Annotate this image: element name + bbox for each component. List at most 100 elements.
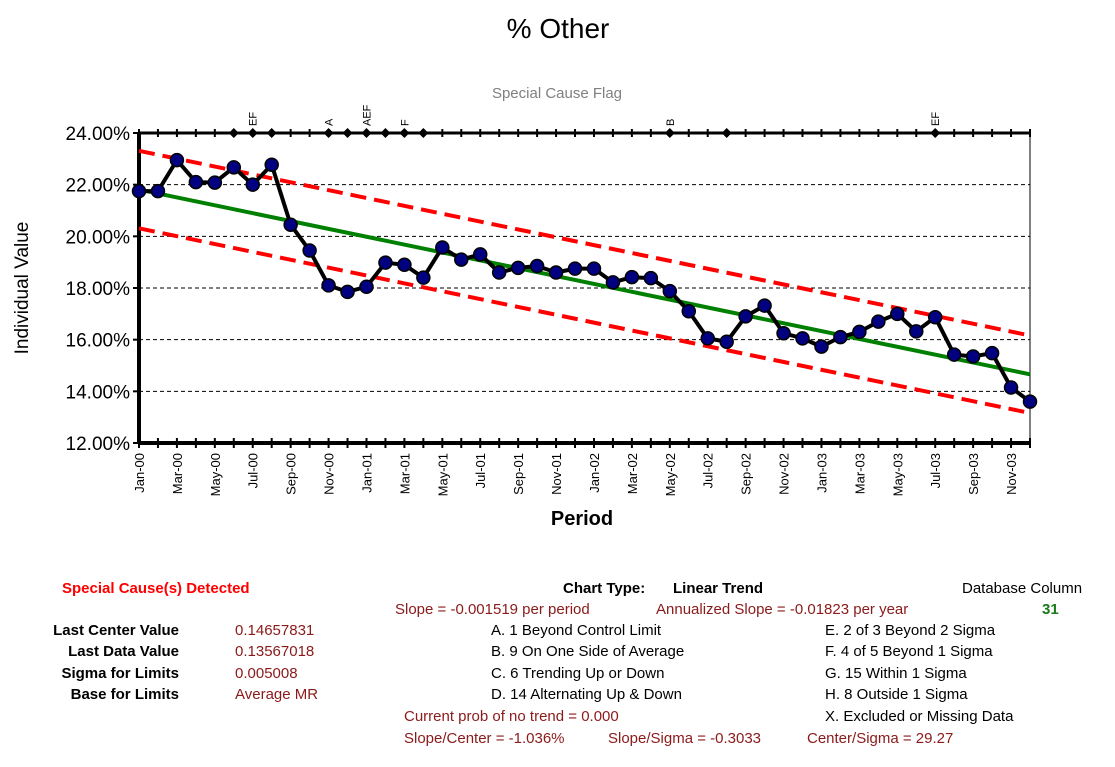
y-axis-label: Individual Value — [12, 222, 33, 355]
x-tick-label: Nov-00 — [322, 453, 337, 495]
flag-marker — [266, 128, 277, 138]
data-point — [548, 265, 564, 280]
data-point — [207, 175, 223, 190]
y-tick-label: 16.00% — [66, 331, 131, 352]
rule-item: B. 9 On One Side of Average — [491, 643, 685, 660]
rule-item: X. Excluded or Missing Data — [825, 708, 1014, 725]
flag-title: Special Cause Flag — [492, 85, 622, 102]
x-tick-label: Jan-03 — [814, 453, 829, 493]
plot-area: 12.00% 14.00% 16.00% 18.00% 20.00% 22.00% 24.0… — [66, 104, 1038, 496]
x-tick-label: Nov-01 — [549, 453, 564, 495]
data-point — [340, 284, 355, 300]
y-tick-label: 24.00% — [66, 124, 131, 145]
rule-item: G. 15 Within 1 Sigma — [825, 665, 967, 682]
x-tick-label: Jan-01 — [359, 453, 374, 493]
data-point — [510, 260, 526, 276]
flag-label: EF — [248, 112, 260, 126]
x-tick-label: Jan-00 — [132, 453, 147, 493]
data-point — [605, 275, 621, 290]
prob-no-trend: Current prob of no trend = 0.000 — [404, 708, 619, 725]
rule-item: H. 8 Outside 1 Sigma — [825, 686, 968, 703]
data-point — [169, 152, 185, 168]
data-point — [359, 279, 374, 294]
flag-label: EF — [930, 112, 942, 126]
data-point — [188, 174, 204, 190]
stat-value: 0.005008 — [235, 665, 298, 682]
x-tick-label: Jan-02 — [587, 453, 602, 493]
center-line — [138, 187, 1031, 377]
chart-type-label: Chart Type: — [563, 580, 646, 597]
y-tick-label: 12.00% — [66, 434, 131, 455]
data-point — [529, 258, 545, 274]
data-point — [814, 339, 829, 354]
data-point — [833, 329, 848, 345]
flag-marker — [930, 128, 941, 138]
flag-label: AEF — [361, 104, 373, 126]
data-point — [700, 331, 715, 346]
y-tick-label: 14.00% — [66, 382, 131, 403]
data-point — [681, 304, 697, 319]
data-point — [795, 331, 810, 346]
stat-label: Sigma for Limits — [61, 665, 179, 682]
data-point — [1003, 380, 1019, 395]
x-tick-label: Nov-02 — [777, 453, 792, 495]
x-tick-label: May-03 — [890, 453, 905, 496]
data-point — [435, 240, 450, 255]
data-point — [871, 314, 886, 329]
data-point — [890, 306, 905, 322]
data-point — [719, 334, 734, 349]
flag-marker — [228, 128, 239, 138]
slope-text: Slope = -0.001519 per period — [395, 601, 590, 618]
data-point — [131, 183, 147, 199]
y-tick-label: 20.00% — [66, 227, 131, 248]
database-column-label: Database Column — [962, 580, 1083, 597]
flag-marker — [380, 128, 391, 138]
chart-type-value: Linear Trend — [673, 580, 764, 597]
data-point — [909, 324, 924, 339]
flag-marker — [342, 128, 353, 138]
slope-sigma: Slope/Sigma = -0.3033 — [608, 730, 762, 747]
x-tick-label: Mar-00 — [170, 453, 185, 494]
x-axis-label: Period — [551, 508, 613, 530]
x-tick-label: Jul-00 — [246, 453, 261, 488]
stat-label: Last Center Value — [53, 622, 179, 639]
x-tick-label: Jul-02 — [701, 453, 716, 488]
rule-item: F. 4 of 5 Beyond 1 Sigma — [825, 643, 993, 660]
lower-control-limit — [138, 226, 1031, 415]
rule-item: E. 2 of 3 Beyond 2 Sigma — [825, 622, 996, 639]
data-point — [946, 347, 962, 362]
stat-value: 0.14657831 — [235, 622, 315, 639]
data-point — [302, 243, 317, 258]
x-tick-label: May-01 — [435, 453, 450, 496]
y-tick-label: 18.00% — [66, 279, 131, 300]
data-point — [757, 298, 772, 313]
stat-value: Average MR — [235, 686, 319, 703]
flag-marker — [721, 128, 732, 138]
x-tick-label: Sep-00 — [284, 453, 299, 495]
data-point — [624, 269, 640, 285]
data-point — [491, 265, 507, 280]
data-point — [776, 325, 791, 341]
data-point — [567, 261, 583, 276]
x-tick-label: Mar-03 — [852, 453, 867, 494]
data-point — [150, 183, 166, 199]
flag-label: F — [399, 119, 411, 126]
stat-value: 0.13567018 — [235, 643, 315, 660]
rule-item: C. 6 Trending Up or Down — [491, 665, 665, 682]
rule-item: D. 14 Alternating Up & Down — [491, 686, 682, 703]
data-point — [852, 324, 867, 340]
data-point — [662, 283, 678, 299]
data-point — [226, 160, 242, 175]
rule-item: A. 1 Beyond Control Limit — [491, 622, 662, 639]
control-chart: % Other Special Cause Flag Individual Va… — [12, 13, 1038, 530]
data-point — [416, 270, 431, 285]
y-tick-label: 22.00% — [66, 176, 131, 197]
flag-marker — [399, 128, 410, 138]
database-column-value: 31 — [1042, 601, 1059, 618]
flag-label: B — [665, 119, 677, 126]
x-tick-label: Sep-02 — [739, 453, 754, 495]
x-tick-label: Sep-03 — [966, 453, 981, 495]
data-point — [283, 217, 298, 232]
x-tick-label: Jul-01 — [473, 453, 488, 488]
x-tick-label: May-00 — [208, 453, 223, 496]
